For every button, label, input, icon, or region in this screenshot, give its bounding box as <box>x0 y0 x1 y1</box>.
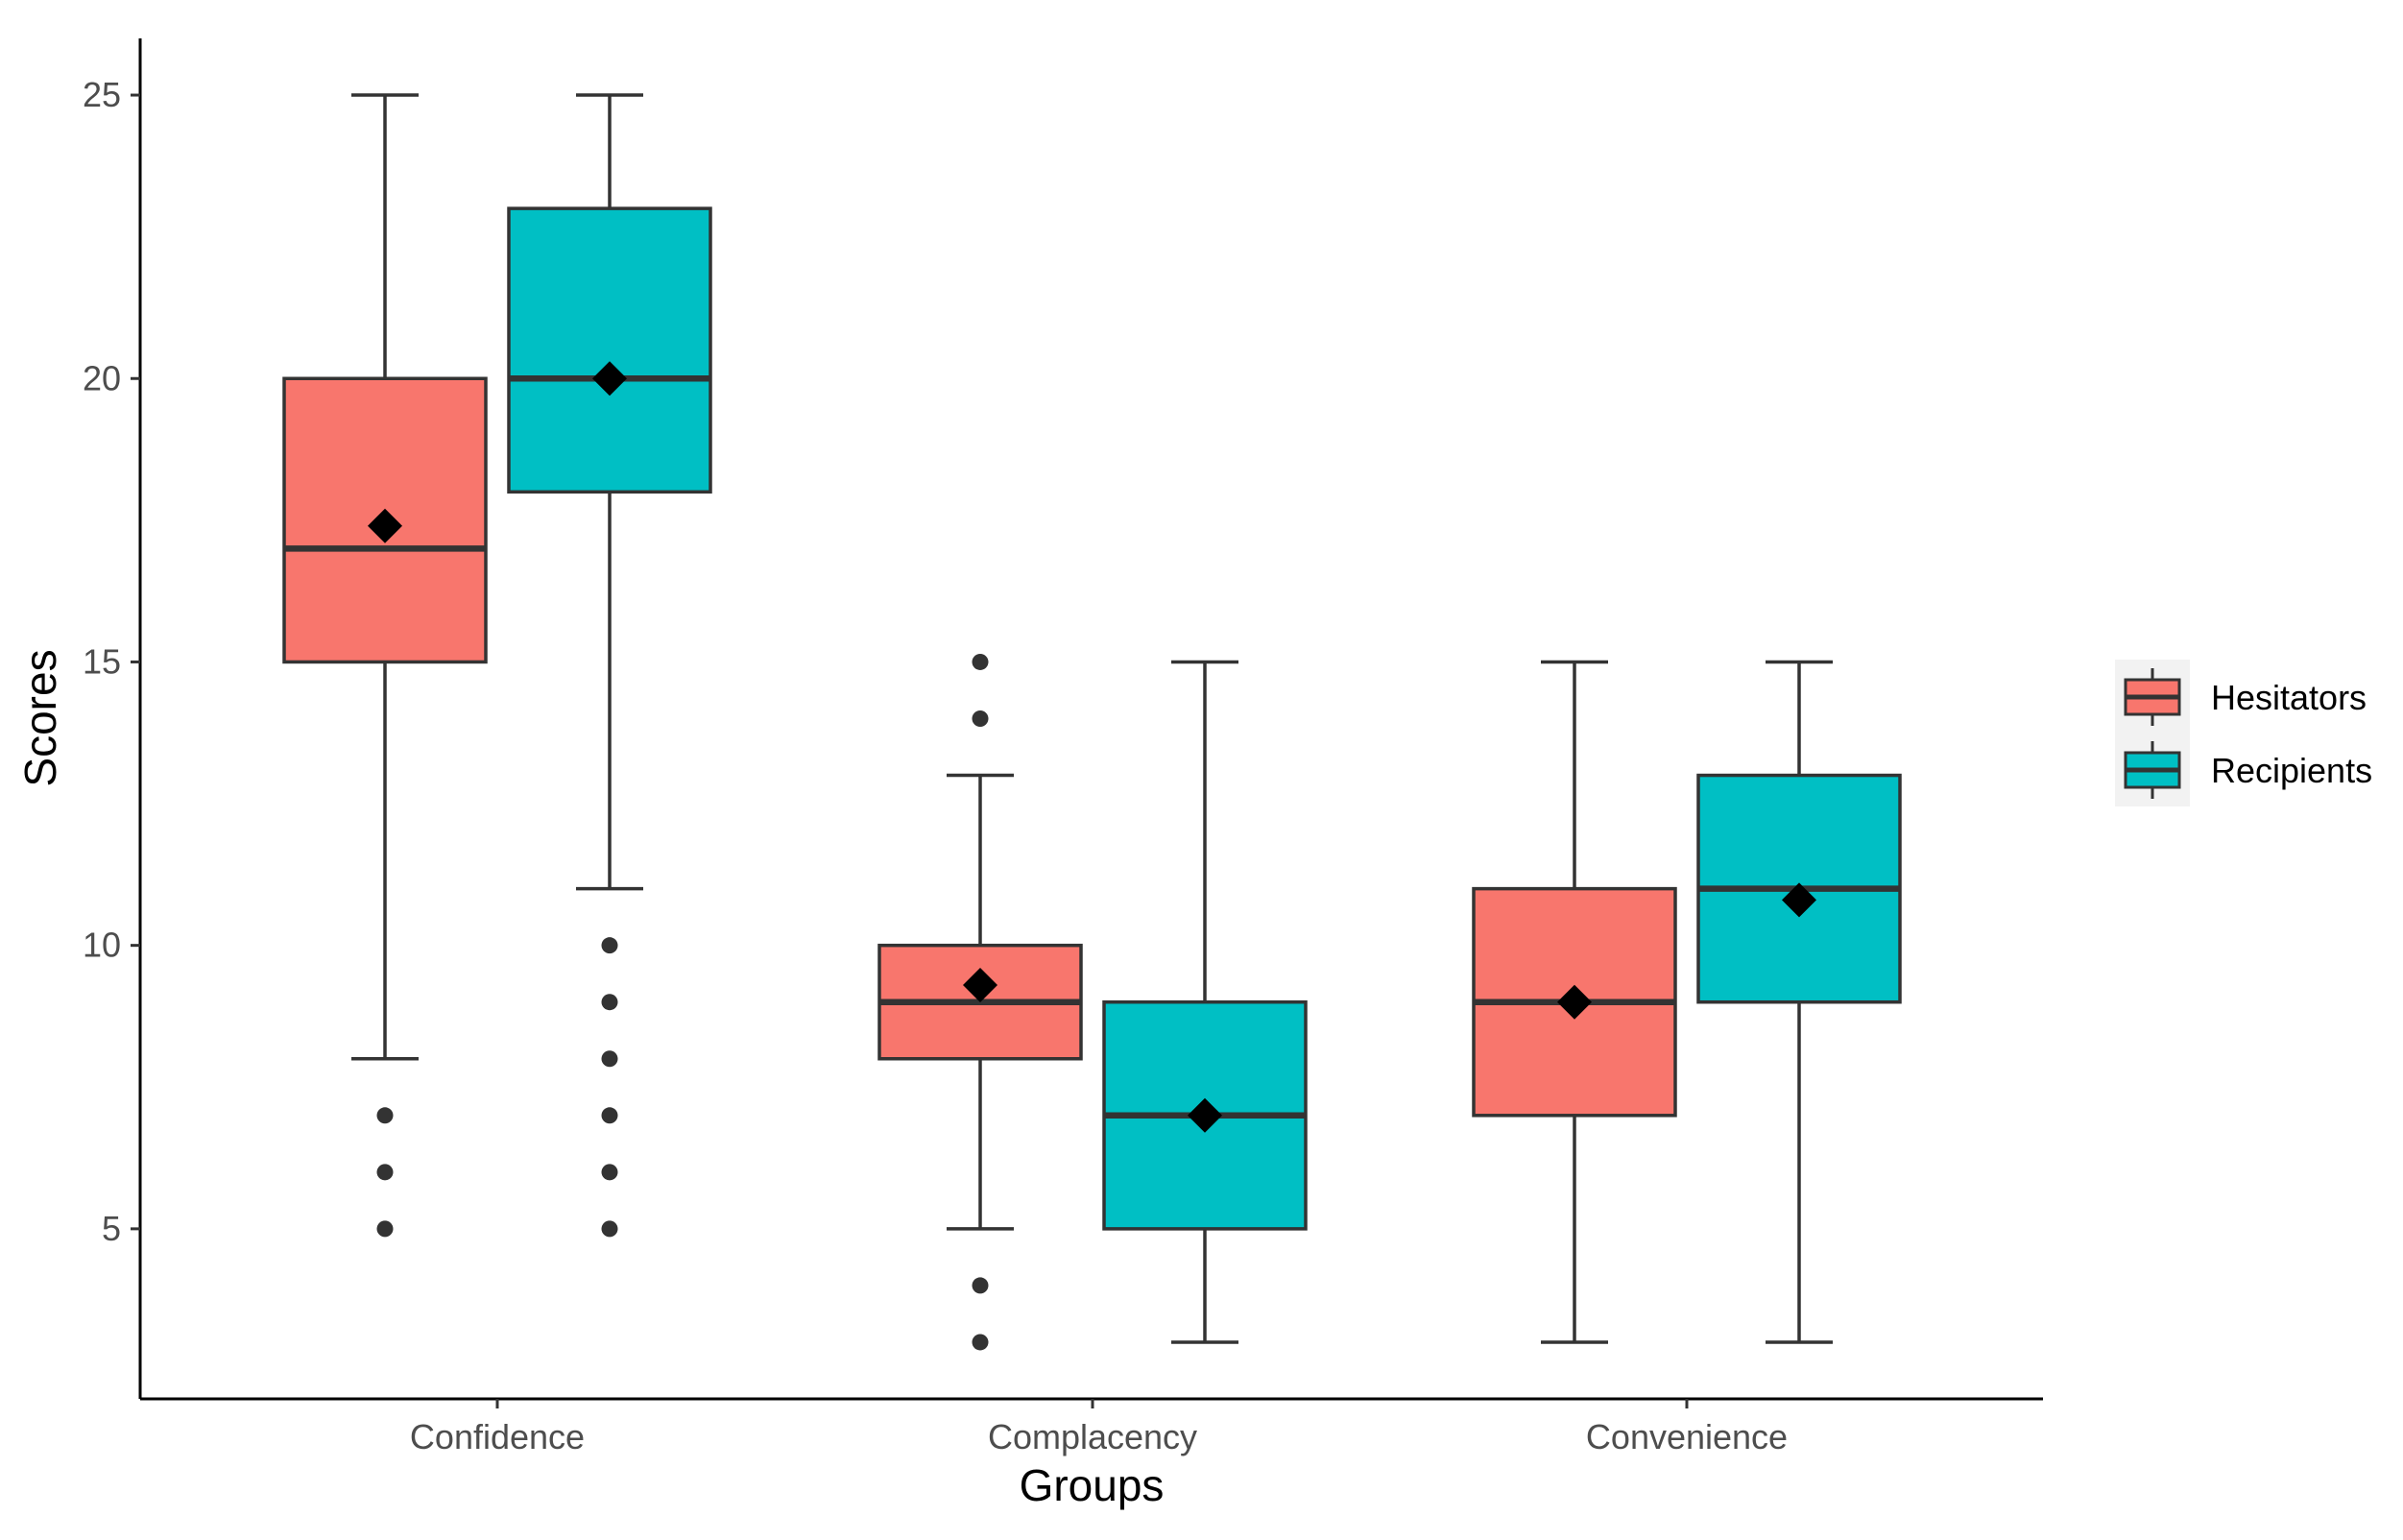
box-hesitators-confidence <box>282 93 488 1238</box>
y-tick-label: 20 <box>83 358 121 397</box>
outlier-point <box>972 653 989 670</box>
y-tick-label: 25 <box>83 75 121 114</box>
mean-marker <box>592 361 627 397</box>
box-iqr <box>507 206 712 494</box>
legend: Hesitators Recipients <box>2115 660 2372 806</box>
y-tick-label: 5 <box>102 1209 121 1248</box>
outlier-point <box>601 1220 618 1238</box>
box-recipients-convenience <box>1696 660 1902 1344</box>
outlier-point <box>972 1334 989 1351</box>
x-axis-title: Groups <box>1020 1460 1165 1510</box>
x-tick-label: Confidence <box>410 1417 585 1456</box>
outlier-point <box>601 1107 618 1124</box>
legend-item-recipients: Recipients <box>2124 741 2372 799</box>
x-axis-ticks: Confidence Complacency Convenience <box>410 1399 1788 1456</box>
y-axis-ticks: 5 10 15 20 25 <box>83 75 140 1248</box>
legend-label: Recipients <box>2211 751 2372 790</box>
mean-marker <box>1557 984 1592 1020</box>
x-tick-label: Convenience <box>1586 1417 1788 1456</box>
mean-marker <box>368 508 402 543</box>
outlier-point <box>376 1107 394 1124</box>
plot-area <box>282 93 1902 1351</box>
outlier-point <box>601 994 618 1011</box>
x-tick-label: Complacency <box>988 1417 1197 1456</box>
legend-item-hesitators: Hesitators <box>2124 668 2367 726</box>
y-tick-label: 15 <box>83 641 121 681</box>
outlier-point <box>376 1164 394 1181</box>
outlier-point <box>601 937 618 954</box>
box-hesitators-convenience <box>1472 660 1677 1344</box>
outlier-point <box>376 1220 394 1238</box>
box-hesitators-complacency <box>877 653 1083 1351</box>
outlier-point <box>972 710 989 727</box>
y-axis-title: Scores <box>15 649 65 786</box>
outlier-point <box>601 1164 618 1181</box>
outlier-point <box>601 1050 618 1068</box>
mean-marker <box>963 967 997 1002</box>
y-tick-label: 10 <box>83 926 121 965</box>
mean-marker <box>1188 1097 1222 1133</box>
legend-label: Hesitators <box>2211 678 2367 717</box>
mean-marker <box>1782 882 1816 918</box>
box-recipients-complacency <box>1102 660 1308 1344</box>
outlier-point <box>972 1277 989 1294</box>
box-recipients-confidence <box>507 93 712 1238</box>
